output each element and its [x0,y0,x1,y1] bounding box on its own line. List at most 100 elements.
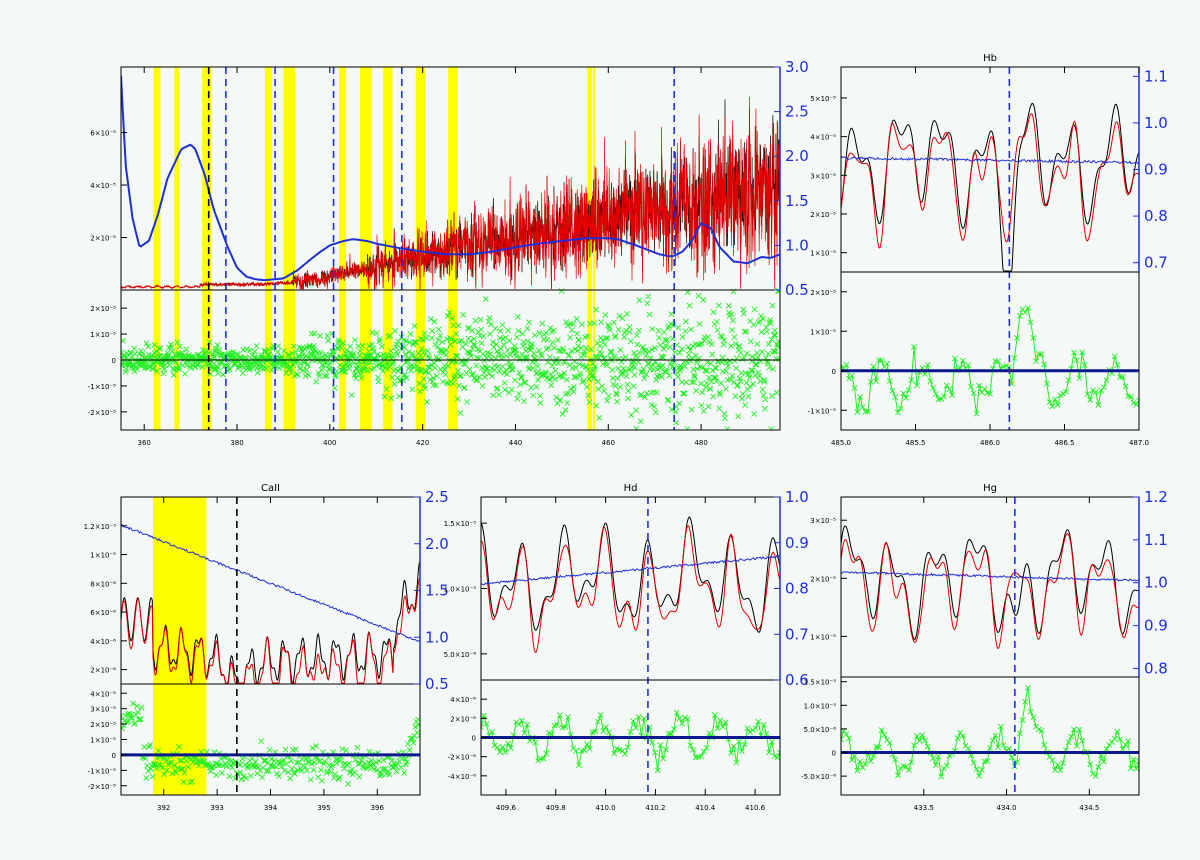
masked-region-band [264,67,272,430]
y-tick-label: -2×10⁻⁵ [88,409,116,417]
x-tick-label: 409.6 [496,804,517,812]
y-tick-label: -1×10⁻⁵ [808,407,836,415]
x-tick-label: 433.5 [914,804,934,812]
y2-tick-label: 0.9 [785,534,809,552]
x-tick-label: 380 [230,439,243,447]
y-tick-label: 2×10⁻⁵ [90,305,116,313]
y-tick-label: 4×10⁻⁶ [90,638,116,646]
masked-region-band [383,67,393,430]
y-tick-label: 5×10⁻⁵ [810,95,836,103]
y2-tick-label: 0.9 [1144,161,1168,179]
x-tick-label: 486.0 [980,439,1000,447]
model-spectrum-line [841,533,1139,649]
y2-tick-label: 2.0 [425,535,449,553]
y-tick-label: 6×10⁻⁶ [90,609,116,617]
y-tick-label: 4×10⁻⁵ [90,690,116,698]
y-tick-label: 1.0×10⁻⁵ [444,586,477,594]
x-tick-label: 486.5 [1054,439,1074,447]
y2-tick-label: 1.0 [785,488,809,506]
x-tick-label: 434.0 [997,804,1017,812]
panel-hbeta: 485.0 485.5 486.0 486.5 487.0 1×10⁻⁵ 2×10⁻⁵ 3×1… [808,53,1168,447]
y-tick-label: 8×10⁻⁶ [90,580,116,588]
panel-full: 360 380 400 420 440 460 480 2×10⁻⁵ 4×10⁻⁵ 6×10⁻⁵ 0… [88,58,809,447]
continuum-ratio-line [121,523,420,643]
observed-spectrum-line [481,516,780,633]
x-tick-label: 396 [371,804,385,812]
bottom-panel-frame [840,271,1140,431]
y2-tick-label: 0.9 [1144,617,1168,635]
masked-region-band [283,67,296,430]
x-tick-label: 394 [264,804,278,812]
y-tick-label: 1×10⁻⁵ [90,331,116,339]
x-tick-label: 420 [416,439,429,447]
y-tick-label: 1×10⁻⁵ [810,633,836,641]
masked-region-band [174,67,180,430]
y-tick-label: 5.0×10⁻⁶ [444,651,477,659]
y2-tick-label: 1.0 [785,236,809,254]
plot-area [121,497,420,795]
y-tick-label: 0 [472,735,476,743]
y-tick-label: 1.5×10⁻⁵ [444,520,477,528]
y2-tick-label: 0.8 [785,580,809,598]
y-tick-label: 2×10⁻⁵ [90,235,116,243]
y-tick-label: 1.0×10⁻⁵ [804,702,837,710]
panel-title: CaII [261,483,280,494]
y2-tick-label: 0.5 [785,281,809,299]
y-tick-label: 2×10⁻⁵ [810,211,836,219]
plot-area [841,497,1139,795]
y-tick-label: 3×10⁻⁵ [810,517,836,525]
x-tick-label: 480 [694,439,707,447]
y-tick-label: 0 [112,752,116,760]
model-spectrum-line [481,524,780,654]
y-tick-label: 1×10⁻⁵ [90,737,116,745]
y-tick-label: 1×10⁻⁵ [810,328,836,336]
y2-tick-label: 1.1 [1144,67,1168,85]
y-tick-label: 6×10⁻⁵ [90,130,116,138]
y-tick-label: 2×10⁻⁵ [810,289,836,297]
continuum-ratio-line [481,554,780,586]
residual-line [841,306,1139,414]
continuum-ratio-line [841,156,1139,165]
masked-region-band [339,67,347,430]
y2-tick-label: 1.5 [425,582,449,600]
panel-title: Hb [983,53,997,64]
y-tick-label: 1×10⁻⁵ [90,552,116,560]
y2-tick-label: 1.0 [425,628,449,646]
panel-hgamma: 433.5 434.0 434.5 1×10⁻⁵ 2×10⁻⁵ 3×10⁻⁵ 0.8 0.9 1… [801,483,1168,812]
x-tick-label: 434.5 [1079,804,1099,812]
x-tick-label: 440 [509,439,522,447]
y-tick-label: 2×10⁻⁶ [90,667,116,675]
x-tick-label: 392 [157,804,170,812]
x-tick-label: 395 [317,804,330,812]
panel-title: Hd [624,483,638,494]
y-tick-label: 1×10⁻⁵ [810,250,836,258]
panel-title: Hg [983,483,997,494]
y-tick-label: 1.2×10⁻⁵ [84,523,117,531]
y2-tick-label: 0.6 [785,671,809,689]
y2-tick-label: 0.7 [1144,254,1168,272]
x-tick-label: 393 [210,804,223,812]
y2-tick-label: 3.0 [785,58,809,76]
masked-region-band [153,67,161,430]
y-tick-label: -2×10⁻⁵ [88,783,116,791]
y-tick-label: -5.0×10⁻⁶ [801,773,836,781]
x-tick-label: 409.8 [546,804,566,812]
y-tick-label: 5.0×10⁻⁶ [804,726,837,734]
y2-tick-label: 0.7 [785,625,809,643]
residual-line [481,711,780,771]
residual-line [841,687,1139,778]
y2-tick-label: 2.5 [785,103,809,121]
masked-region-band [592,67,596,430]
y-tick-label: 4×10⁻⁶ [450,696,476,704]
model-spectrum-line [841,113,1139,249]
y-tick-label: -4×10⁻⁶ [448,773,476,781]
y-tick-label: 0 [832,750,836,758]
y-tick-label: -1×10⁻⁵ [88,383,116,391]
masked-region-band [360,67,372,430]
top-panel-frame [840,496,1140,678]
panel-caii: 392 393 394 395 396 2×10⁻⁶ 4×10⁻⁶ 6×10⁻⁶ 8×10⁻⁶ 1… [84,483,449,812]
y2-tick-label: 1.5 [785,192,809,210]
y-tick-label: 3×10⁻⁵ [90,706,116,714]
x-tick-label: 485.5 [905,439,925,447]
